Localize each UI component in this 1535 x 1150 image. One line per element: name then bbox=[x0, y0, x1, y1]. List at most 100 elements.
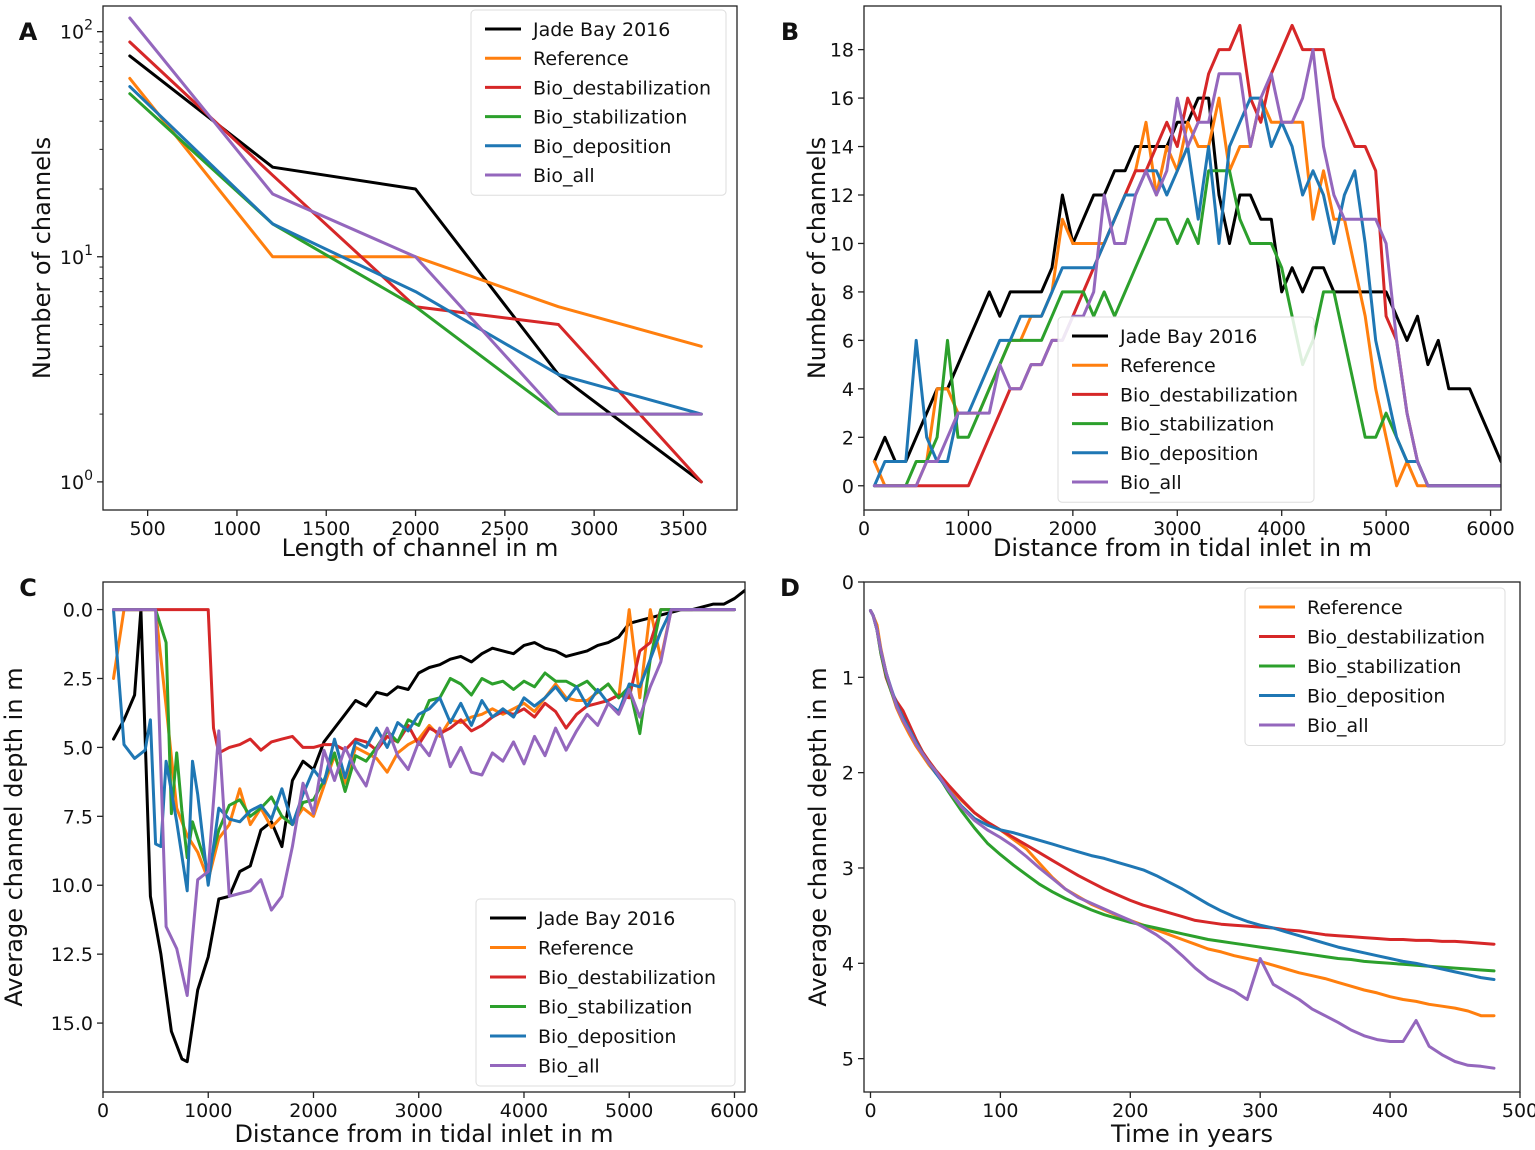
x-axis-label: Distance from in tidal inlet in m bbox=[993, 534, 1372, 562]
y-tick-label: 8 bbox=[842, 282, 854, 304]
legend-frame bbox=[475, 898, 736, 1087]
y-tick-label: 102 bbox=[60, 18, 93, 44]
x-tick-label: 6000 bbox=[710, 1100, 758, 1122]
legend-label: Bio_destabilization bbox=[1307, 627, 1485, 649]
y-tick-label: 7.5 bbox=[63, 806, 93, 828]
x-tick-label: 5000 bbox=[605, 1100, 653, 1122]
legend-frame bbox=[1244, 587, 1506, 746]
legend: Reference Bio_destabilization Bio_stabiliz… bbox=[1244, 587, 1506, 746]
legend-label: Bio_all bbox=[1307, 715, 1369, 737]
x-tick-label: 3000 bbox=[1153, 518, 1201, 540]
x-tick-label: 2500 bbox=[481, 518, 529, 540]
series-line-bio-all bbox=[872, 48, 1501, 488]
x-axis-label: Time in years bbox=[1110, 1120, 1273, 1148]
legend-label: Bio_all bbox=[1120, 472, 1182, 494]
panel-letter: B bbox=[781, 18, 799, 46]
x-tick-label: 1000 bbox=[184, 1100, 232, 1122]
legend-label: Bio_stabilization bbox=[1307, 656, 1461, 678]
legend-label: Jade Bay 2016 bbox=[537, 908, 675, 930]
series-group bbox=[872, 23, 1501, 488]
x-tick-label: 500 bbox=[1502, 1100, 1535, 1122]
legend-label: Jade Bay 2016 bbox=[532, 19, 670, 41]
x-tick-label: 3000 bbox=[395, 1100, 443, 1122]
y-tick-label: 10.0 bbox=[51, 875, 93, 897]
y-tick-label: 6 bbox=[842, 330, 854, 352]
y-tick-label: 2 bbox=[842, 763, 854, 785]
x-tick-label: 0 bbox=[864, 1100, 876, 1122]
panel-letter: C bbox=[19, 574, 37, 602]
legend-label: Bio_stabilization bbox=[533, 107, 687, 129]
series-group bbox=[112, 588, 745, 1064]
x-tick-label: 3500 bbox=[659, 518, 707, 540]
panel-a: A 500 1000 1500 2000 2500 3000 3500 100 101 102 Len… bbox=[19, 5, 738, 562]
y-tick-label: 5 bbox=[842, 1049, 854, 1071]
y-tick-label: 101 bbox=[60, 243, 93, 269]
series-line-jade-bay-2016 bbox=[112, 588, 745, 1064]
x-tick-label: 2000 bbox=[1049, 518, 1097, 540]
y-axis-label: Average channel depth in m bbox=[804, 667, 832, 1006]
y-tick-label: 14 bbox=[830, 137, 854, 159]
legend-label: Bio_stabilization bbox=[1120, 414, 1274, 436]
legend-label: Bio_destabilization bbox=[1120, 384, 1298, 406]
legend-label: Reference bbox=[1120, 355, 1216, 377]
y-tick-label: 100 bbox=[60, 468, 93, 494]
series-group bbox=[128, 16, 703, 484]
series-line-bio-all bbox=[112, 608, 736, 997]
y-tick-label: 12.5 bbox=[51, 944, 93, 966]
legend: Jade Bay 2016 Reference Bio_destabilizatio… bbox=[475, 898, 736, 1087]
plot-frame bbox=[863, 581, 1521, 1093]
x-tick-label: 500 bbox=[130, 518, 166, 540]
y-tick-label: 0.0 bbox=[63, 600, 93, 622]
x-axis-label: Length of channel in m bbox=[282, 534, 559, 562]
y-axis-label: Number of channels bbox=[28, 137, 56, 379]
y-tick-label: 10 bbox=[830, 233, 854, 255]
panel-c: C 0 1000 2000 3000 4000 5000 6000 0.0 2.5 5.0 7.5 10… bbox=[0, 574, 759, 1148]
y-tick-label: 5.0 bbox=[63, 737, 93, 759]
y-tick-label: 16 bbox=[830, 88, 854, 110]
series-line-reference bbox=[112, 608, 736, 882]
x-tick-label: 200 bbox=[1112, 1100, 1148, 1122]
y-tick-label: 4 bbox=[842, 953, 854, 975]
legend-label: Bio_deposition bbox=[1307, 686, 1445, 708]
x-tick-label: 1500 bbox=[302, 518, 350, 540]
series-line-bio-all bbox=[869, 609, 1496, 1070]
legend-frame bbox=[470, 9, 727, 196]
legend-label: Bio_stabilization bbox=[538, 997, 692, 1019]
legend-label: Bio_all bbox=[538, 1056, 600, 1078]
legend-label: Jade Bay 2016 bbox=[1119, 326, 1257, 348]
x-tick-label: 3000 bbox=[570, 518, 618, 540]
panel-letter: D bbox=[780, 574, 800, 602]
legend-label: Reference bbox=[538, 938, 634, 960]
x-tick-label: 2000 bbox=[289, 1100, 337, 1122]
plot-frame bbox=[863, 5, 1502, 511]
x-axis-label: Distance from in tidal inlet in m bbox=[234, 1120, 613, 1148]
x-tick-label: 0 bbox=[97, 1100, 109, 1122]
legend-label: Reference bbox=[533, 48, 629, 70]
y-axis-label: Number of channels bbox=[803, 137, 831, 379]
x-tick-label: 0 bbox=[858, 518, 870, 540]
legend: Jade Bay 2016 Reference Bio_destabilizatio… bbox=[1057, 316, 1315, 503]
plot-frame bbox=[102, 581, 746, 1093]
legend: Jade Bay 2016 Reference Bio_destabilizatio… bbox=[470, 9, 727, 196]
x-tick-label: 300 bbox=[1242, 1100, 1278, 1122]
legend-label: Bio_destabilization bbox=[538, 967, 716, 989]
x-tick-label: 5000 bbox=[1362, 518, 1410, 540]
x-tick-label: 4000 bbox=[500, 1100, 548, 1122]
x-tick-label: 6000 bbox=[1466, 518, 1514, 540]
panel-b: B 0 1000 2000 3000 4000 5000 6000 0 2 4 6 8 10 12 14 16 1… bbox=[781, 5, 1515, 562]
x-tick-label: 400 bbox=[1372, 1100, 1408, 1122]
y-tick-label: 1 bbox=[842, 667, 854, 689]
x-tick-label: 100 bbox=[982, 1100, 1018, 1122]
x-tick-label: 2000 bbox=[391, 518, 439, 540]
x-tick-label: 1000 bbox=[944, 518, 992, 540]
series-line-bio-all bbox=[128, 16, 703, 416]
legend-label: Bio_all bbox=[533, 165, 595, 187]
y-tick-label: 4 bbox=[842, 379, 854, 401]
y-tick-label: 18 bbox=[830, 40, 854, 62]
plot-frame bbox=[102, 5, 738, 511]
y-tick-label: 0 bbox=[842, 476, 854, 498]
x-tick-label: 4000 bbox=[1258, 518, 1306, 540]
y-tick-label: 12 bbox=[830, 185, 854, 207]
y-tick-label: 2.5 bbox=[63, 668, 93, 690]
